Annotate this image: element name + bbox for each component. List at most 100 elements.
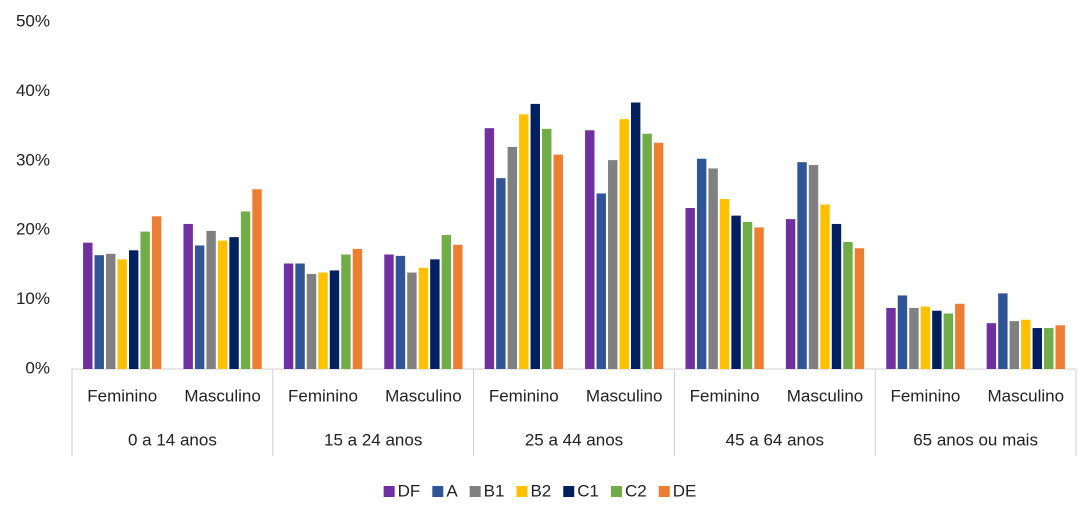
bar [240,211,251,369]
bar [418,267,429,369]
y-tick-label: 0% [25,358,50,377]
legend-label: B1 [484,481,505,500]
x-tick-label: Masculino [787,386,864,405]
x-tick-label: Feminino [890,386,960,405]
legend-label: DE [673,481,697,500]
bar [820,204,830,369]
legend-label: DF [398,481,421,500]
bar [653,142,664,369]
bar [407,272,417,369]
group-label: 15 a 24 anos [324,430,422,449]
bar [341,254,351,369]
y-tick-label: 50% [16,11,50,30]
bar [94,255,104,369]
bar [642,133,652,369]
legend-swatch [516,486,528,497]
bar [854,248,865,369]
bar [731,215,741,369]
y-tick-label: 30% [16,150,50,169]
bar [909,307,919,369]
legend-swatch [469,486,481,497]
bar [484,128,495,369]
legend-label: C1 [577,481,599,500]
bar [128,250,139,369]
bar [619,119,629,369]
bar [1021,319,1031,369]
x-tick-label: Masculino [988,386,1065,405]
x-tick-label: Feminino [87,386,157,405]
bar [708,168,718,369]
bar [140,231,150,369]
bar [252,189,262,369]
bar [920,306,931,369]
legend-label: B2 [530,481,551,500]
bar [831,223,842,369]
y-tick-label: 20% [16,220,50,239]
group-label: 45 a 64 anos [726,430,824,449]
legend-swatch [432,486,444,497]
bar [194,245,205,369]
bar [430,259,440,369]
group-label: 0 a 14 anos [128,430,217,449]
bar [886,307,896,369]
bar [283,263,294,369]
legend-swatch [658,486,670,497]
group-label: 65 anos ou mais [913,430,1038,449]
bar [106,253,116,369]
bar [496,178,506,369]
y-tick-label: 10% [16,289,50,308]
legend-swatch [563,486,575,497]
bar [507,146,518,369]
legend-swatch [383,486,395,497]
bar [955,303,965,369]
legend-label: A [446,481,458,500]
bar [932,310,942,369]
bar [897,295,908,369]
bar [742,221,753,369]
x-tick-label: Masculino [586,386,663,405]
x-tick-label: Feminino [489,386,559,405]
bar [719,198,730,369]
legend-swatch [610,486,622,497]
bar [843,241,853,369]
bar [596,193,606,369]
bar [998,293,1008,369]
bar [117,259,127,369]
x-tick-label: Masculino [385,386,462,405]
bar [318,272,328,369]
bar [986,323,997,369]
bar [785,219,796,369]
bar [797,162,807,369]
bar [306,273,317,369]
bar [395,255,406,369]
bar [384,254,394,369]
bar [553,154,563,369]
bar [1032,328,1042,369]
bar [206,230,216,369]
legend-label: C2 [625,481,647,500]
bar [83,242,93,369]
bar [630,102,641,369]
bar [1009,321,1020,369]
bar [1055,325,1065,369]
x-tick-label: Feminino [288,386,358,405]
bar [808,164,819,369]
bar [453,244,463,369]
x-tick-label: Feminino [690,386,760,405]
bar [183,223,193,369]
bar [151,216,162,369]
group-label: 25 a 44 anos [525,430,623,449]
bar [585,130,595,369]
bar [754,227,764,369]
bar [696,158,707,369]
bar [441,235,452,369]
bar [685,207,695,369]
bar [295,263,305,369]
bar [530,103,540,369]
bar [542,128,552,369]
bar [519,114,529,369]
bar [217,240,228,369]
bar [329,270,340,369]
bar [229,237,239,369]
